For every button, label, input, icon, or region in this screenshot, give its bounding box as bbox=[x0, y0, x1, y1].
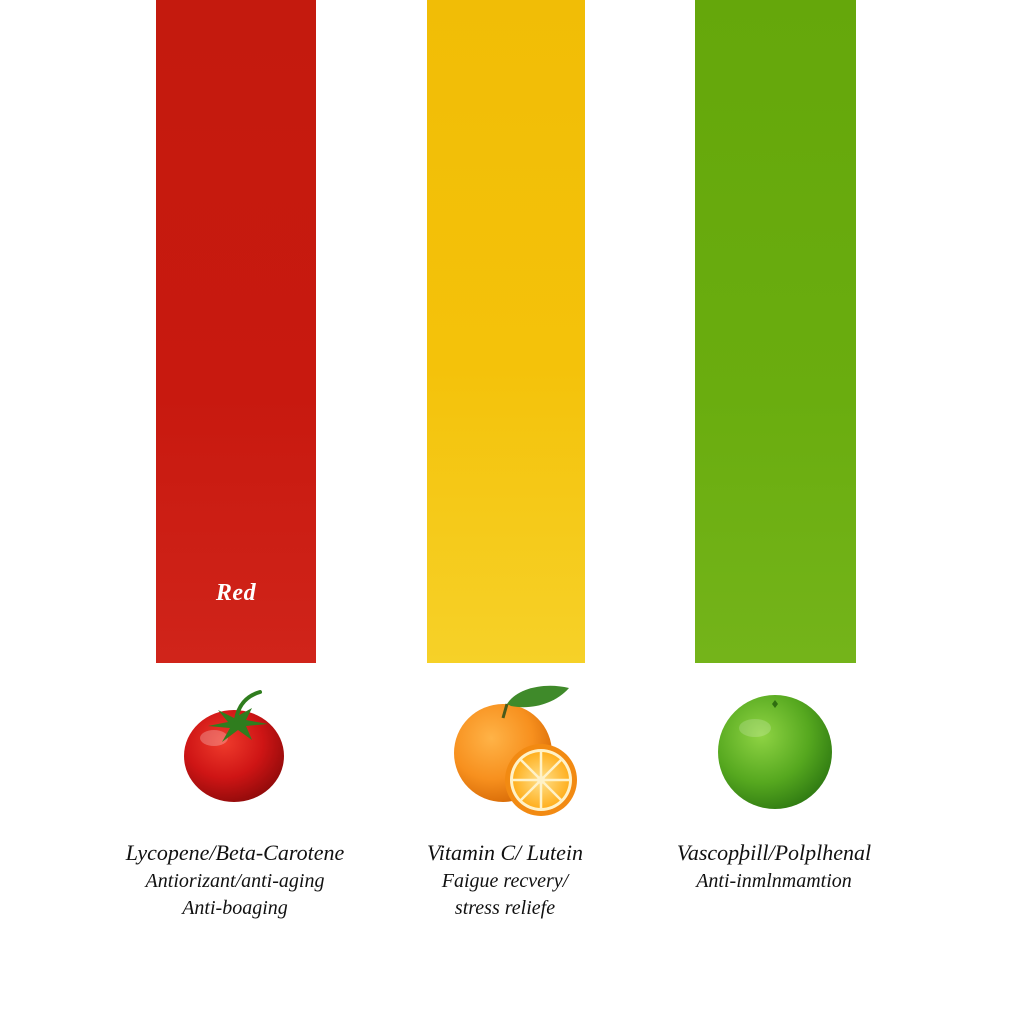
red-bar-label: Red bbox=[215, 580, 257, 606]
yellow-color-bar bbox=[427, 0, 585, 663]
orange-icon bbox=[427, 680, 587, 820]
green-column bbox=[695, 0, 856, 1024]
yellow-caption: Vitamin C/ Lutein Faigue recvery/ stress… bbox=[345, 838, 665, 922]
red-color-bar: Red bbox=[156, 0, 316, 663]
green-color-bar bbox=[695, 0, 856, 663]
red-column: Red bbox=[156, 0, 316, 1024]
yellow-caption-line-1: Faigue recvery/ bbox=[441, 870, 569, 892]
red-caption-line-1: Antiorizant/anti-aging bbox=[145, 870, 325, 892]
green-caption-title: Vascopþill/Polplhenal bbox=[676, 840, 872, 865]
green-caption: Vascopþill/Polplhenal Anti-inmlnmamtion bbox=[614, 838, 934, 895]
tomato-icon bbox=[156, 680, 316, 820]
lime-icon bbox=[695, 680, 855, 820]
red-caption: Lycopene/Beta-Carotene Antiorizant/anti-… bbox=[75, 838, 395, 922]
yellow-caption-line-2: stress reliefe bbox=[454, 897, 556, 919]
red-caption-line-2: Anti-boaging bbox=[182, 897, 288, 919]
yellow-column bbox=[427, 0, 587, 1024]
yellow-caption-title: Vitamin C/ Lutein bbox=[426, 840, 584, 865]
red-caption-title: Lycopene/Beta-Carotene bbox=[125, 840, 345, 865]
green-caption-line-1: Anti-inmlnmamtion bbox=[696, 870, 852, 892]
